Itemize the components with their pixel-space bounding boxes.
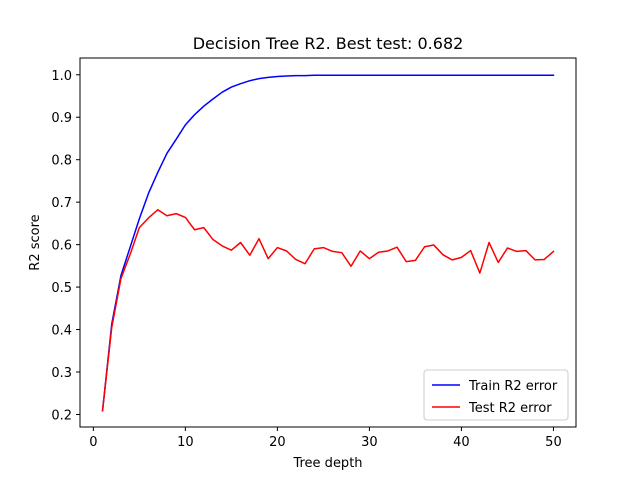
y-tick-label: 0.4 [51,324,72,339]
y-axis-label: R2 score [28,214,43,270]
x-tick-label: 10 [177,435,194,450]
x-axis: 0 10 20 30 40 50 [89,427,562,450]
legend-label-test: Test R2 error [468,401,552,416]
legend: Train R2 error Test R2 error [423,369,569,421]
chart-title: Decision Tree R2. Best test: 0.682 [193,34,464,53]
train-series-line [101,74,555,412]
y-tick-label: 0.6 [51,239,72,254]
x-tick-label: 40 [453,435,470,450]
plot-frame [79,57,577,428]
y-tick-label: 0.7 [51,196,72,211]
y-tick-label: 1.0 [51,69,72,84]
x-tick-label: 20 [269,435,286,450]
series-layer [101,74,555,412]
y-tick-label: 0.5 [51,281,72,296]
y-tick-label: 0.2 [51,408,72,423]
y-axis: 0.2 0.3 0.4 0.5 0.6 0.7 0.8 0.9 1.0 [51,69,80,423]
y-tick-label: 0.8 [51,154,72,169]
x-axis-label: Tree depth [292,456,362,471]
x-tick-label: 0 [89,435,97,450]
test-series-line [101,209,555,412]
y-tick-label: 0.9 [51,111,72,126]
x-tick-label: 30 [361,435,378,450]
y-tick-label: 0.3 [51,366,72,381]
legend-label-train: Train R2 error [468,379,558,394]
x-tick-label: 50 [545,435,562,450]
